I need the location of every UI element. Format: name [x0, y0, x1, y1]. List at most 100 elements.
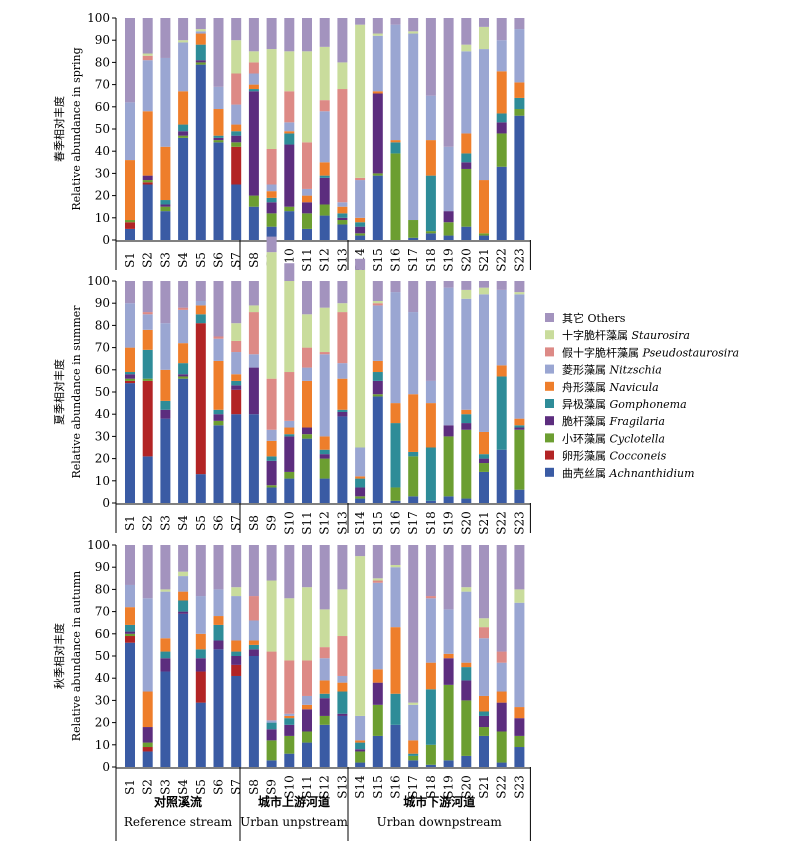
- bar-segment-navicula: [337, 378, 348, 410]
- bar-segment-gomphonema: [195, 314, 206, 324]
- bar-segment-gomphonema: [231, 651, 242, 656]
- bar-segment-fragilaria: [213, 414, 224, 421]
- x-tick-label: S19: [442, 775, 456, 799]
- bar-segment-staurosira: [514, 292, 525, 295]
- bar-segment-gomphonema: [160, 400, 171, 410]
- group-label-en: Urban downpstream: [377, 815, 503, 829]
- bar-segment-cyclotella: [302, 731, 312, 743]
- bar-segment-others: [178, 281, 189, 308]
- bar-segment-navicula: [248, 640, 259, 645]
- bar-segment-fragilaria: [355, 487, 366, 497]
- bar-segment-fragilaria: [178, 611, 189, 614]
- bar-segment-gomphonema: [355, 478, 366, 488]
- legend-label-cn: 脆杆藻属: [562, 414, 610, 428]
- bar-segment-others: [302, 18, 312, 52]
- bar-segment-nitzschia: [443, 146, 454, 212]
- bar-segment-navicula: [461, 662, 472, 668]
- x-tick-label: S6: [212, 515, 226, 531]
- bar-segment-achnanthidium: [319, 215, 330, 240]
- bar-segment-others: [479, 545, 489, 619]
- bar-segment-cyclotella: [372, 394, 383, 397]
- bar-segment-others: [178, 545, 189, 572]
- x-tick-label: S22: [495, 511, 509, 535]
- legend-label-en: Cyclotella: [610, 432, 665, 445]
- bar-segment-cyclotella: [372, 173, 383, 176]
- bar-segment-achnanthidium: [160, 211, 171, 240]
- bar-segment-navicula: [160, 146, 171, 201]
- bar-segment-navicula: [514, 418, 525, 426]
- bar-segment-gomphonema: [266, 197, 277, 203]
- bar-segment-nitzschia: [319, 658, 330, 681]
- bar-segment-pseudostaurosira: [425, 596, 436, 599]
- bar-segment-cyclotella: [231, 142, 242, 147]
- bar-segment-others: [142, 545, 153, 599]
- x-tick-label: S9: [265, 515, 279, 531]
- bar-segment-pseudostaurosira: [266, 651, 277, 721]
- bar-segment-pseudostaurosira: [337, 636, 348, 676]
- bar-segment-others: [496, 281, 507, 290]
- legend-label-en: Others: [588, 312, 626, 325]
- bar-segment-pseudostaurosira: [178, 307, 189, 310]
- bar-segment-achnanthidium: [178, 378, 189, 503]
- y-tick-label: 10: [95, 211, 110, 225]
- bar-segment-nitzschia: [142, 314, 153, 330]
- bar-segment-cyclotella: [408, 456, 419, 497]
- y-tick-label: 40: [95, 407, 110, 421]
- legend-label-cn: 舟形藻属: [562, 380, 610, 394]
- bar-segment-nitzschia: [461, 591, 472, 663]
- bar-segment-achnanthidium: [284, 211, 295, 240]
- x-tick-label: S16: [389, 511, 403, 535]
- bar-segment-staurosira: [372, 33, 383, 36]
- bar-segment-navicula: [302, 380, 312, 428]
- x-tick-label: S22: [495, 248, 509, 272]
- bar-segment-cyclotella: [213, 140, 224, 143]
- bar-segment-nitzschia: [496, 40, 507, 72]
- bar-segment-others: [337, 545, 348, 590]
- bar-segment-navicula: [195, 33, 206, 45]
- bar-segment-fragilaria: [514, 427, 525, 430]
- bar-segment-nitzschia: [213, 589, 224, 617]
- bar-segment-navicula: [142, 111, 153, 176]
- y-axis-title-en: Relative abundance in autumn: [70, 571, 83, 741]
- x-tick-label: S11: [300, 511, 314, 535]
- bar-segment-navicula: [514, 707, 525, 719]
- legend-label-en: Fragilaria: [609, 415, 665, 428]
- bar-segment-nitzschia: [355, 715, 366, 741]
- bar-segment-nitzschia: [125, 584, 135, 608]
- legend-item: 曲壳丝属 Achnanthidium: [562, 466, 695, 480]
- x-tick-label: S23: [512, 511, 526, 535]
- bar-segment-fragilaria: [195, 658, 206, 672]
- bar-segment-cyclotella: [479, 463, 489, 472]
- y-tick-label: 70: [95, 605, 110, 619]
- bar-segment-navicula: [425, 140, 436, 176]
- bar-segment-achnanthidium: [160, 671, 171, 767]
- bar-segment-achnanthidium: [266, 226, 277, 240]
- bar-segment-others: [425, 281, 436, 381]
- bar-segment-fragilaria: [231, 135, 242, 143]
- legend-item: 小环藻属 Cyclotella: [562, 432, 665, 445]
- bar-segment-others: [496, 18, 507, 41]
- bar-segment-nitzschia: [178, 309, 189, 344]
- bar-segment-fragilaria: [302, 427, 312, 435]
- bar-segment-others: [302, 281, 312, 315]
- bar-segment-nitzschia: [195, 31, 206, 34]
- x-tick-label: S3: [158, 252, 172, 268]
- bar-segment-fragilaria: [479, 458, 489, 464]
- x-tick-label: S13: [335, 511, 349, 535]
- bar-segment-pseudostaurosira: [302, 347, 312, 368]
- bar-segment-others: [425, 545, 436, 597]
- bar-segment-cocconeis: [231, 664, 242, 676]
- bar-segment-gomphonema: [248, 89, 259, 92]
- bar-segment-fragilaria: [496, 702, 507, 732]
- bar-segment-gomphonema: [284, 718, 295, 725]
- bar-segment-cyclotella: [195, 62, 206, 65]
- bar-segment-staurosira: [266, 580, 277, 652]
- bar-segment-navicula: [496, 365, 507, 377]
- bar-segment-others: [231, 18, 242, 41]
- bar-segment-nitzschia: [408, 704, 419, 741]
- bar-segment-others: [284, 18, 295, 52]
- bar-segment-achnanthidium: [213, 425, 224, 503]
- bar-segment-cyclotella: [355, 496, 366, 499]
- bar-segment-cyclotella: [461, 168, 472, 227]
- bar-segment-achnanthidium: [443, 760, 454, 767]
